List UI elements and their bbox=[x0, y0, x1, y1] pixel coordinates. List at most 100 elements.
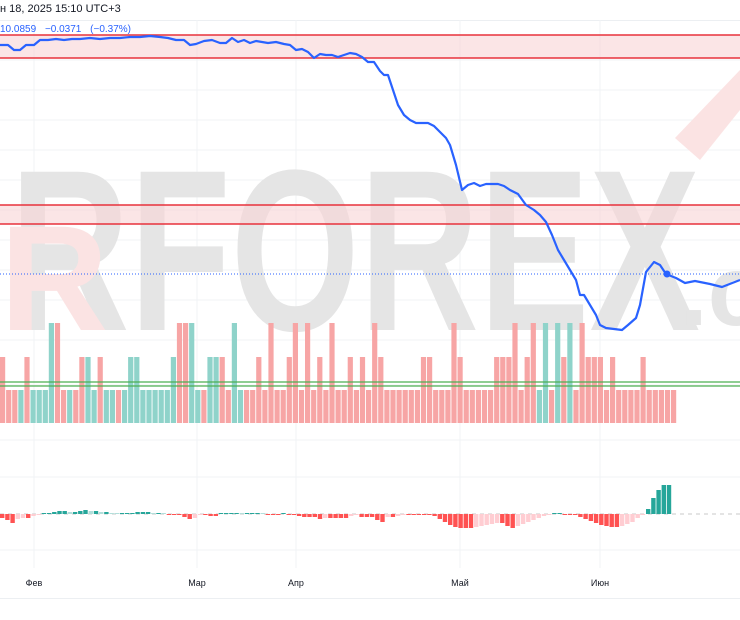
legend-change: −0.0371 bbox=[44, 24, 82, 35]
volume-bar bbox=[506, 357, 512, 423]
histogram-bar bbox=[520, 514, 526, 524]
volume-bar bbox=[433, 390, 439, 423]
histogram-bar bbox=[552, 513, 557, 514]
volume-bar bbox=[73, 390, 79, 423]
histogram-bar bbox=[640, 514, 646, 515]
volume-bar bbox=[256, 357, 262, 423]
histogram-bar bbox=[130, 513, 135, 514]
volume-bar bbox=[402, 390, 408, 423]
volume-bar bbox=[384, 390, 390, 423]
time-axis[interactable]: Фев Мар Апр Май Июн bbox=[0, 568, 740, 599]
histogram-bar bbox=[432, 514, 437, 516]
volume-bar bbox=[610, 357, 616, 423]
volume-bar bbox=[469, 390, 475, 423]
histogram-bar bbox=[489, 514, 495, 524]
histogram-bar bbox=[385, 514, 390, 517]
histogram-bar bbox=[109, 513, 114, 514]
volume-bar bbox=[237, 390, 244, 423]
volume-bar bbox=[658, 390, 664, 423]
volume-bar bbox=[18, 390, 24, 423]
volume-bar bbox=[347, 357, 353, 423]
histogram-bar bbox=[573, 514, 578, 515]
histogram-bar bbox=[395, 514, 401, 516]
histogram-bar bbox=[599, 514, 604, 525]
histogram-bar bbox=[651, 498, 656, 514]
histogram-bar bbox=[312, 514, 317, 517]
volume-bar bbox=[30, 390, 36, 423]
volume-bar bbox=[115, 390, 122, 423]
volume-bar bbox=[481, 390, 488, 423]
time-axis-label: Мар bbox=[188, 578, 206, 588]
histogram-bar bbox=[328, 514, 333, 518]
volume-bar bbox=[500, 357, 506, 423]
time-axis-label: Июн bbox=[590, 578, 610, 588]
histogram-bar bbox=[427, 514, 432, 515]
volume-bar bbox=[286, 357, 292, 423]
volume-bar bbox=[152, 390, 158, 423]
histogram-bar bbox=[656, 490, 661, 514]
histogram-bar bbox=[515, 514, 521, 526]
histogram-bar bbox=[588, 514, 594, 521]
histogram-bar bbox=[411, 514, 416, 515]
histogram-bar bbox=[250, 513, 255, 514]
histogram-bar bbox=[619, 514, 625, 526]
volume-bar bbox=[85, 357, 91, 423]
histogram-bar bbox=[213, 514, 218, 516]
histogram-bar bbox=[286, 514, 291, 515]
histogram-bar bbox=[26, 514, 31, 518]
volume-bar bbox=[244, 390, 250, 423]
volume-bar bbox=[280, 390, 286, 423]
volume-bar bbox=[311, 390, 317, 423]
volume-bar bbox=[561, 357, 567, 423]
volume-bar bbox=[628, 390, 634, 423]
volume-bar bbox=[488, 390, 494, 423]
volume-bar bbox=[128, 357, 134, 423]
volume-bar bbox=[518, 390, 524, 423]
volume-bar bbox=[298, 390, 305, 423]
histogram-bar bbox=[442, 514, 448, 522]
volume-bar bbox=[54, 323, 61, 423]
histogram-bar bbox=[635, 514, 640, 518]
volume-bar bbox=[579, 323, 585, 423]
volume-bar bbox=[427, 357, 433, 423]
volume-bar bbox=[274, 390, 280, 423]
histogram-bar bbox=[260, 513, 265, 514]
volume-bar bbox=[292, 323, 298, 423]
volume-bar bbox=[536, 390, 542, 423]
volume-bar bbox=[103, 390, 109, 423]
volume-bar bbox=[140, 390, 146, 423]
histogram-bar bbox=[83, 510, 88, 514]
volume-bar bbox=[250, 390, 256, 423]
histogram-bar bbox=[52, 512, 57, 514]
volume-bar bbox=[414, 390, 420, 423]
histogram-bar bbox=[93, 511, 99, 514]
volume-bar bbox=[6, 390, 12, 423]
histogram-bar bbox=[57, 511, 62, 514]
volume-bar bbox=[329, 323, 335, 423]
histogram-bar bbox=[166, 514, 172, 515]
volume-bar bbox=[48, 323, 54, 423]
histogram-bar bbox=[218, 513, 224, 514]
histogram-bar bbox=[161, 513, 166, 514]
histogram-bar bbox=[625, 514, 630, 524]
histogram-bar bbox=[62, 511, 67, 514]
histogram-bar bbox=[567, 514, 573, 515]
histogram-bar bbox=[270, 514, 276, 515]
volume-bar bbox=[146, 390, 152, 423]
volume-bar bbox=[231, 323, 237, 423]
histogram-bar bbox=[140, 512, 146, 514]
last-price-marker bbox=[663, 270, 671, 278]
volume-bar bbox=[268, 323, 274, 423]
histogram-bar bbox=[505, 514, 510, 526]
volume-bar bbox=[555, 323, 561, 423]
histogram-bar bbox=[203, 514, 208, 515]
histogram-bar bbox=[265, 514, 271, 515]
histogram-bar bbox=[510, 514, 515, 528]
histogram-bar bbox=[182, 514, 187, 517]
chart-date-title: н 18, 2025 15:10 UTC+3 bbox=[0, 3, 121, 15]
histogram-bar bbox=[171, 514, 177, 515]
histogram-bar bbox=[349, 514, 354, 516]
volume-bar bbox=[420, 357, 427, 423]
volume-bar bbox=[183, 323, 189, 423]
